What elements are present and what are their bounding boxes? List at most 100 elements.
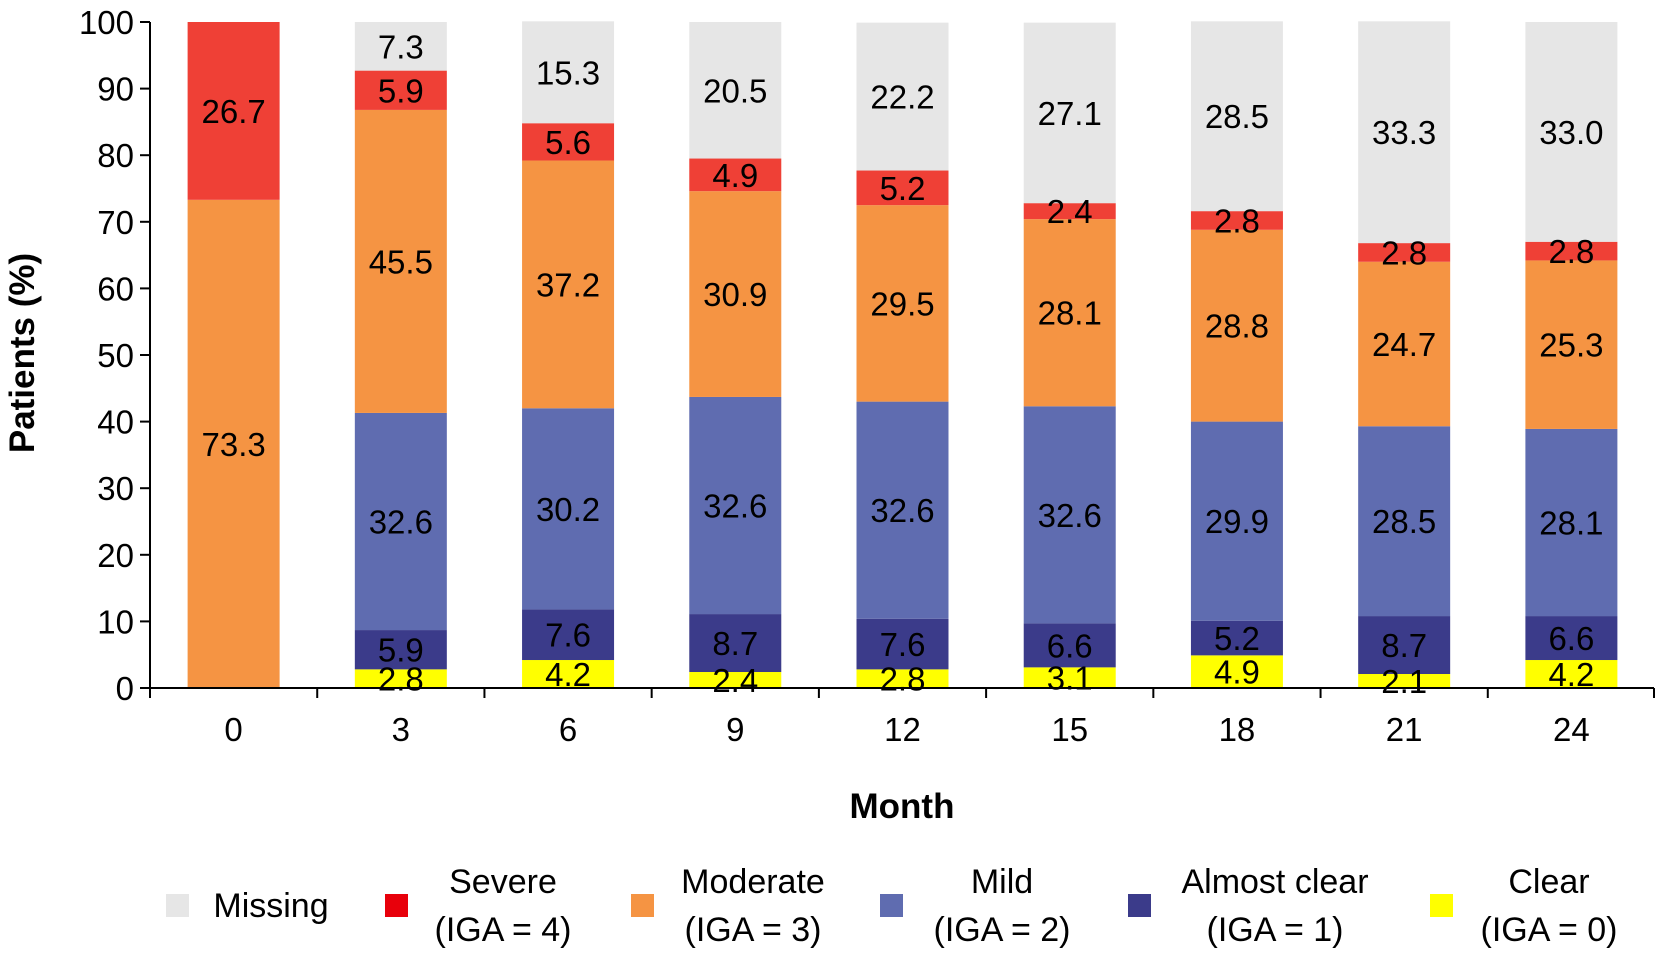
bar-segment: [689, 158, 782, 192]
segment-value-label: 4.2: [545, 656, 591, 693]
legend-swatch: [1430, 894, 1453, 917]
segment-value-label: 26.7: [201, 93, 265, 130]
legend-label: Missing: [213, 887, 328, 925]
bar-segment: [522, 123, 615, 161]
segment-value-label: 28.5: [1205, 98, 1269, 135]
bar-segment: [1358, 21, 1451, 244]
x-tick-label: 21: [1386, 711, 1423, 748]
segment-labels-group: 73.326.72.85.932.645.55.97.34.27.630.237…: [201, 28, 1603, 700]
segment-value-label: 28.1: [1539, 505, 1603, 542]
segment-value-label: 2.4: [1047, 193, 1093, 230]
segment-value-label: 7.6: [880, 626, 926, 663]
legend-label: Severe: [449, 863, 557, 901]
legend-swatch: [880, 894, 903, 917]
segment-value-label: 22.2: [870, 79, 934, 116]
x-tick-label: 18: [1219, 711, 1256, 748]
bar-segment: [522, 160, 615, 409]
bar-segment: [856, 205, 949, 402]
x-tick-label: 12: [884, 711, 921, 748]
legend-item: Clear (IGA = 0): [1430, 863, 1618, 949]
bar-segment: [1525, 241, 1618, 261]
legend-item: Moderate (IGA = 3): [631, 863, 825, 949]
bar-segment: [1023, 203, 1116, 220]
segment-value-label: 20.5: [703, 72, 767, 109]
legend-swatch: [385, 894, 408, 917]
segment-value-label: 2.8: [1214, 202, 1260, 239]
segment-value-label: 5.9: [378, 72, 424, 109]
bar-segment: [1358, 261, 1451, 427]
y-tick-label: 60: [97, 270, 134, 307]
bar-segment: [522, 408, 615, 610]
y-tick-label: 90: [97, 71, 134, 108]
bar-segment: [856, 401, 949, 619]
bar-segment: [1358, 243, 1451, 262]
segment-value-label: 7.3: [378, 28, 424, 65]
legend-label: (IGA = 2): [934, 911, 1071, 949]
bar-segment: [1525, 616, 1618, 661]
bar-segment: [689, 614, 782, 673]
x-tick-label: 9: [726, 711, 744, 748]
x-axis-title: Month: [850, 787, 955, 826]
x-tick-label: 15: [1051, 711, 1088, 748]
y-axis: 0 10 20 30 40 50 60 70 80 90 100: [79, 4, 151, 707]
segment-value-label: 4.9: [1214, 654, 1260, 691]
segment-value-label: 32.6: [1038, 497, 1102, 534]
segment-value-label: 25.3: [1539, 327, 1603, 364]
legend-label: (IGA = 0): [1481, 911, 1618, 949]
bar-segment: [1023, 406, 1116, 624]
legend-label: (IGA = 1): [1207, 911, 1344, 949]
segment-value-label: 28.1: [1038, 295, 1102, 332]
segment-value-label: 32.6: [703, 488, 767, 525]
segment-value-label: 27.1: [1038, 95, 1102, 132]
segment-value-label: 7.6: [545, 617, 591, 654]
bar-segment: [354, 669, 447, 688]
bar-segment: [522, 660, 615, 688]
segment-value-label: 73.3: [201, 426, 265, 463]
bar-segment: [689, 22, 782, 159]
bar-segment: [856, 618, 949, 670]
bar-segment: [1525, 260, 1618, 429]
segment-value-label: 28.5: [1372, 503, 1436, 540]
bar-segment: [354, 630, 447, 670]
bars-group: [187, 21, 1618, 688]
segment-value-label: 4.2: [1548, 656, 1594, 693]
legend-swatch: [1128, 894, 1151, 917]
segment-value-label: 30.2: [536, 491, 600, 528]
bar-segment: [689, 191, 782, 397]
bar-segment: [1190, 655, 1283, 688]
bar-segment: [187, 22, 280, 200]
segment-value-label: 2.4: [712, 662, 758, 699]
segment-value-label: 4.9: [712, 157, 758, 194]
segment-value-label: 32.6: [369, 504, 433, 541]
bar-segment: [1190, 421, 1283, 621]
bar-segment: [1023, 219, 1116, 407]
legend-label: Moderate: [681, 863, 825, 901]
bar-segment: [1190, 620, 1283, 656]
segment-value-label: 5.2: [1214, 620, 1260, 657]
bar-segment: [1190, 229, 1283, 422]
y-tick-label: 70: [97, 204, 134, 241]
x-axis: 0 3 6 9 12 15 18 21 24: [149, 687, 1655, 748]
bar-segment: [1023, 22, 1116, 204]
segment-value-label: 2.8: [1548, 233, 1594, 270]
bar-segment: [689, 396, 782, 615]
y-tick-label: 40: [97, 404, 134, 441]
x-tick-label: 3: [392, 711, 410, 748]
bar-segment: [1358, 616, 1451, 675]
segment-value-label: 29.5: [870, 285, 934, 322]
bar-segment: [354, 412, 447, 631]
segment-value-label: 45.5: [369, 243, 433, 280]
bar-segment: [354, 70, 447, 110]
segment-value-label: 3.1: [1047, 660, 1093, 697]
legend-swatch: [631, 894, 654, 917]
bar-segment: [354, 22, 447, 71]
segment-value-label: 5.9: [378, 632, 424, 669]
bar-segment: [856, 170, 949, 206]
bar-segment: [856, 22, 949, 171]
segment-value-label: 28.8: [1205, 308, 1269, 345]
bar-segment: [856, 669, 949, 688]
segment-value-label: 33.3: [1372, 114, 1436, 151]
legend-item: Mild (IGA = 2): [880, 863, 1071, 949]
